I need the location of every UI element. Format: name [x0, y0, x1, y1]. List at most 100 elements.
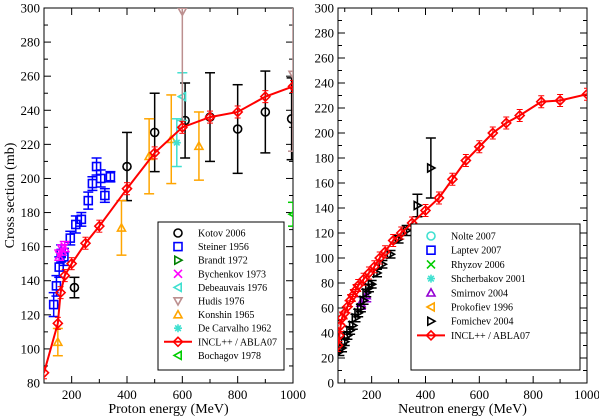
data-point [259, 91, 271, 103]
y-tick-label: 180 [315, 151, 335, 166]
legend-label: Fomichev 2004 [451, 317, 514, 328]
data-point [374, 252, 386, 264]
data-point [105, 171, 116, 182]
series-incl-abla07 [338, 87, 587, 352]
legend: Kotov 2006 Steiner 1956 Brandt 1972 Bychenk… [157, 221, 285, 371]
legend-label: Nolte 2007 [451, 232, 496, 243]
data-point [356, 302, 367, 314]
legend-label: Shcherbakov 2001 [451, 274, 526, 285]
data-point [379, 246, 391, 258]
data-point [44, 367, 50, 379]
y-axis-label: Cross section (mb) [3, 142, 18, 248]
data-point [93, 220, 105, 232]
data-point [176, 121, 188, 133]
y-tick-label: 280 [315, 26, 335, 41]
legend-marker [425, 329, 437, 342]
data-point [446, 173, 459, 185]
data-point [121, 183, 133, 195]
y-tick-label: 120 [315, 226, 335, 241]
data-point [287, 211, 293, 218]
x-tick-label: 1000 [574, 387, 599, 402]
data-layer [44, 8, 293, 380]
data-point [193, 140, 205, 151]
series-incl-abla07 [44, 79, 293, 380]
legend-marker [174, 324, 182, 333]
x-tick-label: 400 [416, 387, 436, 402]
data-point [500, 117, 512, 129]
legend-marker [174, 254, 184, 266]
y-tick-label: 220 [21, 137, 41, 152]
data-point [149, 147, 161, 159]
legend-label: Bochagov 1978 [198, 351, 261, 362]
legend-label: Steiner 1956 [198, 242, 249, 253]
data-point [69, 282, 80, 293]
legend-label: Hudis 1976 [198, 297, 244, 308]
y-tick-label: 140 [315, 201, 335, 216]
series-de-carvalho-1962 [171, 118, 182, 168]
series-bychenkov-1973 [54, 240, 70, 262]
y-tick-label: 80 [321, 276, 334, 291]
y-tick-label: 140 [21, 273, 41, 288]
data-point [48, 299, 59, 310]
x-tick-label: 200 [362, 387, 382, 402]
legend-label: De Carvalho 1962 [198, 324, 271, 335]
data-point [177, 8, 188, 18]
data-layer [338, 87, 587, 357]
x-tick-label: 400 [117, 387, 137, 402]
data-point [348, 320, 359, 331]
legend-marker [172, 336, 184, 348]
legend-marker [427, 274, 435, 283]
data-point [364, 282, 375, 294]
data-point [395, 227, 407, 239]
data-point [387, 234, 399, 247]
data-point [535, 96, 547, 108]
y-tick-label: 20 [321, 351, 334, 366]
legend-marker [172, 308, 184, 319]
data-point [66, 258, 78, 270]
data-point [487, 127, 499, 139]
data-point [286, 113, 293, 124]
data-point [338, 339, 344, 352]
data-point [460, 154, 472, 167]
data-point [260, 107, 271, 117]
data-point [204, 111, 216, 123]
y-tick-label: 160 [21, 239, 41, 254]
x-tick-label: 1000 [280, 387, 306, 402]
data-point [363, 267, 375, 279]
legend-marker [426, 231, 436, 241]
legend-marker [173, 228, 183, 238]
legend-marker [173, 269, 183, 279]
data-point [338, 347, 345, 356]
y-tick-label: 260 [315, 51, 335, 66]
y-tick-label: 100 [315, 251, 335, 266]
x-axis-label: Proton energy (MeV) [108, 402, 229, 417]
data-point [100, 190, 110, 201]
data-point [338, 329, 345, 342]
legend: Nolte 2007 Laptev 2007 Rhyzov 2006 Shcherba… [410, 223, 581, 371]
data-point [367, 278, 378, 290]
y-tick-label: 280 [21, 35, 41, 50]
data-point [360, 289, 372, 300]
y-tick-label: 220 [315, 101, 335, 116]
y-tick-label: 160 [315, 176, 335, 191]
data-point [54, 287, 67, 299]
legend-label: Debeauvais 1976 [198, 283, 267, 294]
data-point [83, 195, 94, 206]
y-tick-label: 120 [21, 307, 41, 322]
chart-panel-2: 0 20 40 60 80 100 120 140 160 180 200 220 240 260 280 3… [315, 1, 599, 418]
y-tick-label: 260 [21, 69, 41, 84]
data-point [60, 242, 70, 252]
y-tick-label: 240 [315, 76, 335, 91]
data-point [473, 141, 485, 153]
legend-label: INCL++ / ABLA07 [198, 337, 277, 348]
legend-label: Prokofiev 1996 [451, 303, 513, 314]
data-point [554, 94, 566, 107]
data-point [149, 127, 160, 138]
chart-panel-1: 80 100 120 140 160 180 200 220 240 260 280 300 200 40… [3, 1, 306, 418]
data-point [359, 295, 370, 306]
legend-label: INCL++ / ABLA07 [451, 331, 530, 342]
legend-marker [426, 315, 437, 327]
x-axis-label: Neutron energy (MeV) [398, 402, 527, 417]
data-point [95, 173, 106, 184]
data-point [65, 233, 76, 243]
